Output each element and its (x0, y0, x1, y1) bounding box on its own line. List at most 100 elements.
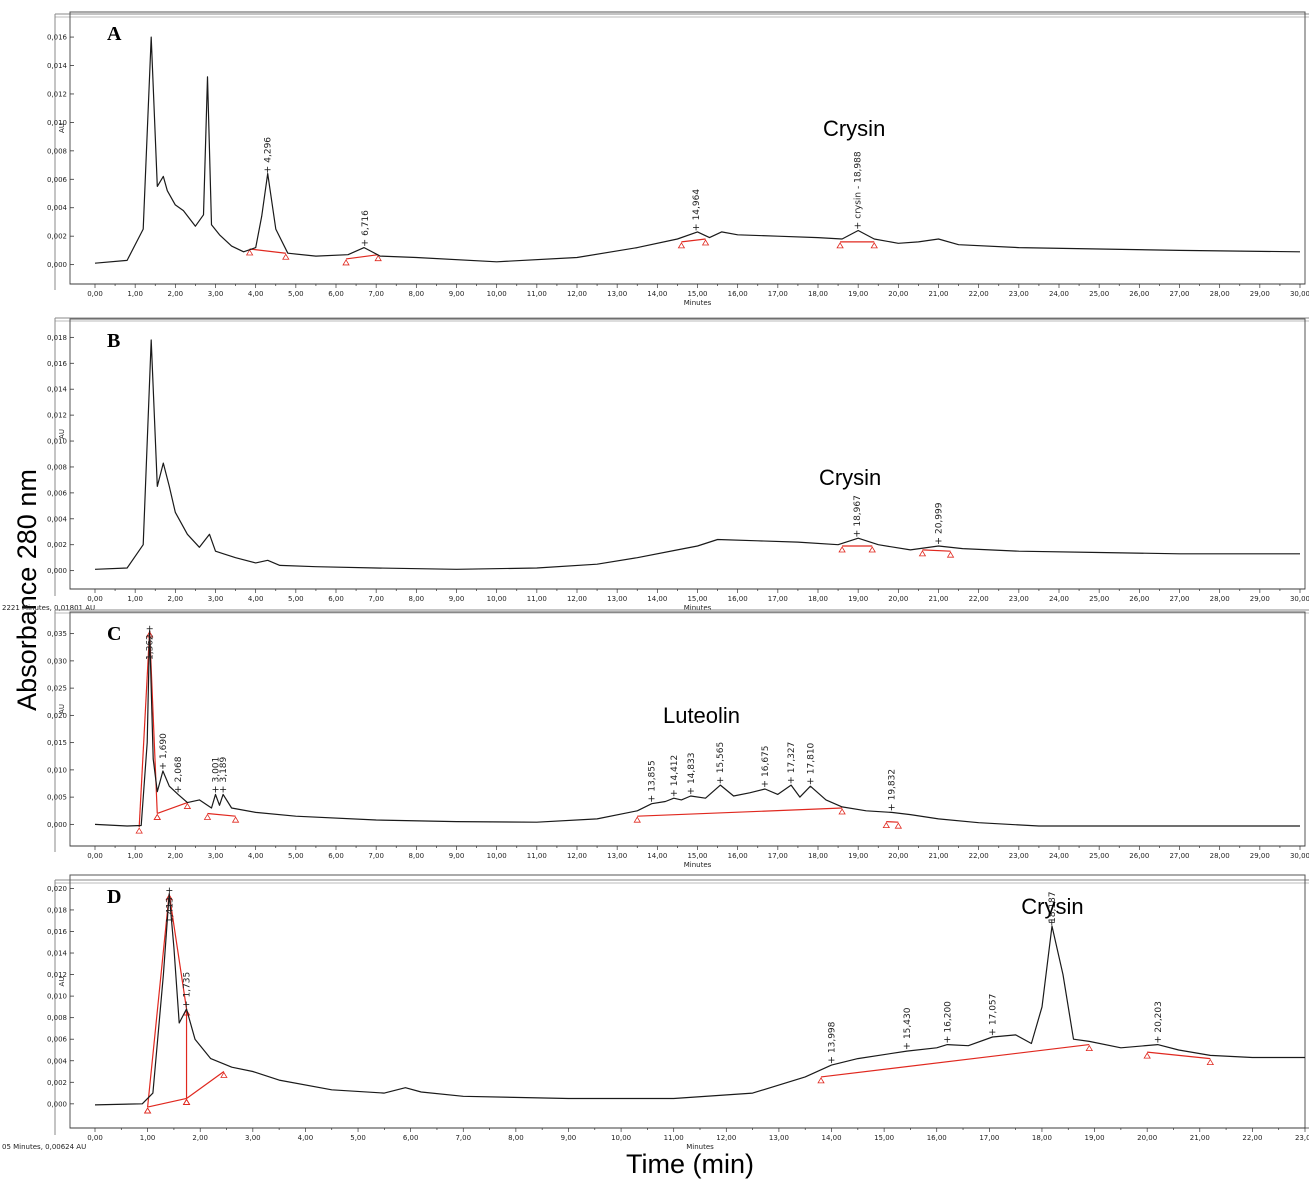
x-tick-label: 11,00 (527, 290, 547, 298)
peak-label: 13,855 (648, 760, 658, 792)
x-tick-label: 17,00 (768, 852, 788, 860)
integration-baseline (681, 238, 706, 243)
x-tick-label: 19,00 (1085, 1134, 1105, 1142)
x-tick-label: 16,00 (728, 852, 748, 860)
x-tick-label: 30,00 (1290, 852, 1309, 860)
y-tick-label: 0,015 (47, 739, 67, 747)
y-tick-label: 0,000 (47, 261, 67, 269)
x-tick-label: 4,00 (248, 852, 264, 860)
baseline-marker (245, 249, 254, 256)
y-tick-label: 0,012 (47, 412, 67, 420)
y-tick-label: 0,010 (47, 766, 67, 774)
x-tick-label: 26,00 (1129, 852, 1149, 860)
x-tick-label: 7,00 (455, 1134, 471, 1142)
x-tick-label: 5,00 (288, 595, 304, 603)
x-tick-label: 27,00 (1169, 852, 1189, 860)
x-tick-label: 8,00 (409, 290, 425, 298)
x-tick-label: 21,00 (928, 290, 948, 298)
y-tick-label: 0,004 (47, 1057, 68, 1065)
x-axis-label: Minutes (684, 861, 712, 869)
figure-x-axis-label: Time (min) (626, 1149, 754, 1179)
panel-d: 0,000 0,002 0,004 0,006 0,008 0,010 0,012 0,014… (2, 874, 1309, 1151)
peak-label: 17,327 (787, 742, 797, 774)
x-tick-label: 15,00 (874, 1134, 894, 1142)
y-tick-label: 0,035 (47, 630, 67, 638)
peak-label: 16,675 (761, 746, 771, 778)
y-tick-label: 0,020 (47, 712, 67, 720)
y-tick-label: 0,020 (47, 885, 67, 893)
x-tick-label: 6,00 (328, 852, 344, 860)
x-tick-label: 21,00 (928, 595, 948, 603)
baseline-marker (282, 253, 290, 260)
y-tick-label: 0,012 (47, 971, 67, 979)
y-axis-label: AU (58, 429, 66, 439)
x-tick-label: 2,00 (168, 595, 184, 603)
x-tick-label: 0,00 (87, 1134, 103, 1142)
y-tick-label: 0,010 (47, 438, 67, 446)
x-tick-label: 17,00 (768, 595, 788, 603)
x-tick-label: 14,00 (647, 595, 667, 603)
x-tick-label: 23,00 (1009, 290, 1029, 298)
x-tick-label: 15,00 (687, 595, 707, 603)
baseline-marker (870, 242, 878, 249)
x-tick-label: 20,00 (888, 852, 908, 860)
x-tick-label: 4,00 (248, 595, 264, 603)
peak-label: 15,565 (716, 742, 726, 774)
peak-label: 18,967 (853, 495, 863, 527)
x-tick-label: 1,00 (127, 290, 143, 298)
x-tick-label: 26,00 (1129, 290, 1149, 298)
x-tick-label: 19,00 (848, 290, 868, 298)
y-axis-label: AU (58, 977, 66, 987)
y-tick-label: 0,014 (47, 950, 68, 958)
integration-baseline (886, 821, 899, 823)
compound-label: Crysin (823, 116, 885, 141)
x-tick-label: 0,00 (87, 595, 103, 603)
y-tick-label: 0,030 (47, 657, 67, 665)
peak-label: 19,832 (888, 769, 898, 801)
y-tick-label: 0,008 (47, 147, 67, 155)
x-tick-label: 19,00 (848, 852, 868, 860)
plot-area (69, 611, 1306, 847)
compound-label: Crysin (819, 465, 881, 490)
baseline-marker (836, 242, 844, 249)
panel-b: 0,000 0,002 0,004 0,006 0,008 0,010 0,012 0,014… (2, 317, 1309, 612)
peak-label: 2,068 (174, 756, 184, 782)
x-tick-label: 17,00 (979, 1134, 999, 1142)
baseline-marker (374, 254, 382, 262)
x-tick-label: 3,00 (208, 852, 224, 860)
y-tick-label: 0,018 (47, 334, 67, 342)
baseline-marker (946, 551, 955, 558)
baseline-marker (817, 1077, 825, 1084)
peak-label: 1,690 (159, 733, 169, 759)
y-tick-label: 0,016 (47, 34, 68, 42)
x-tick-label: 28,00 (1210, 290, 1230, 298)
x-tick-label: 4,00 (298, 1134, 314, 1142)
x-tick-label: 22,00 (969, 595, 989, 603)
panel-letter: C (107, 623, 121, 645)
x-tick-label: 29,00 (1250, 852, 1270, 860)
y-tick-label: 0,014 (47, 62, 68, 70)
x-tick-label: 8,00 (409, 852, 425, 860)
x-tick-label: 22,00 (969, 852, 989, 860)
x-tick-label: 6,00 (328, 595, 344, 603)
baseline-marker (882, 821, 890, 829)
x-tick-label: 10,00 (487, 595, 507, 603)
x-tick-label: 1,00 (140, 1134, 156, 1142)
peak-label: 1,735 (182, 972, 192, 998)
y-tick-label: 0,010 (47, 993, 67, 1001)
integration-baseline (637, 807, 843, 817)
peak-label: 17,057 (988, 994, 998, 1026)
baseline-marker (701, 239, 710, 246)
integration-baseline (1147, 1051, 1211, 1060)
peak-label: 13,998 (827, 1021, 837, 1053)
x-tick-label: 23,00 (1009, 595, 1029, 603)
y-tick-label: 0,016 (47, 928, 68, 936)
x-tick-label: 16,00 (927, 1134, 947, 1142)
x-tick-label: 14,00 (647, 852, 667, 860)
x-tick-label: 24,00 (1049, 852, 1069, 860)
y-axis-label: AU (58, 704, 66, 714)
x-tick-label: 26,00 (1129, 595, 1149, 603)
y-tick-label: 0,005 (47, 794, 67, 802)
x-tick-label: 15,00 (687, 290, 707, 298)
integration-baseline (922, 549, 951, 552)
